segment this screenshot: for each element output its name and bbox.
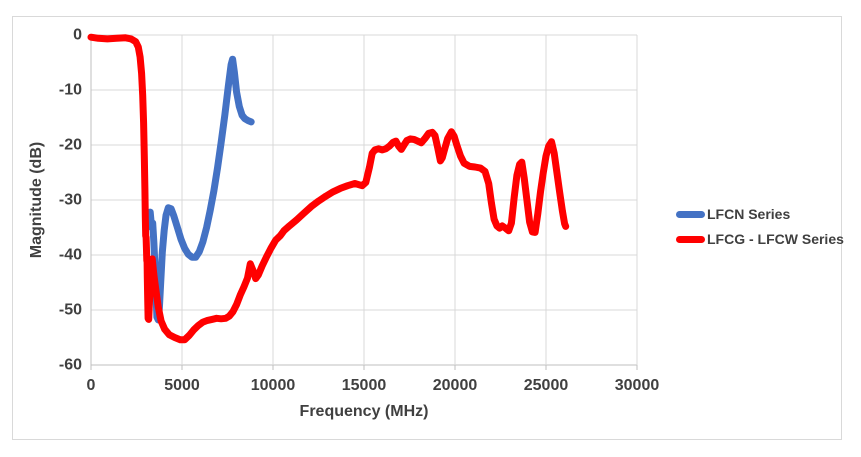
x-tick-label: 30000 [615, 377, 660, 394]
y-tick-label: -20 [59, 137, 82, 154]
series-line-lfcn-series [146, 55, 255, 324]
legend-label-lfcg-lfcw: LFCG - LFCW Series [707, 231, 844, 247]
x-tick-label: 20000 [433, 377, 478, 394]
lfcg-lfcw-series-marker-icon [676, 235, 705, 243]
y-axis-title: Magnitude (dB) [28, 141, 45, 259]
y-tick-label: -60 [59, 357, 82, 374]
legend-item-lfcg-lfcw: LFCG - LFCW Series [676, 231, 844, 247]
y-tick-label: -50 [59, 302, 82, 319]
x-tick-label: 25000 [524, 377, 569, 394]
legend-label-lfcn: LFCN Series [707, 206, 791, 222]
legend-item-lfcn: LFCN Series [676, 206, 844, 222]
x-tick-label: 10000 [251, 377, 296, 394]
y-tick-label: -10 [59, 82, 82, 99]
x-tick-label: 15000 [342, 377, 387, 394]
x-tick-label: 5000 [164, 377, 200, 394]
y-tick-label: -30 [59, 192, 82, 209]
series-line-lfcg-lfcw-series [87, 33, 570, 344]
y-tick-label: -40 [59, 247, 82, 264]
x-axis-title: Frequency (MHz) [299, 403, 429, 420]
x-tick-label: 0 [87, 377, 96, 394]
lfcn-series-marker-icon [676, 210, 705, 218]
y-tick-label: 0 [73, 27, 82, 44]
legend: LFCN Series LFCG - LFCW Series [676, 206, 844, 247]
